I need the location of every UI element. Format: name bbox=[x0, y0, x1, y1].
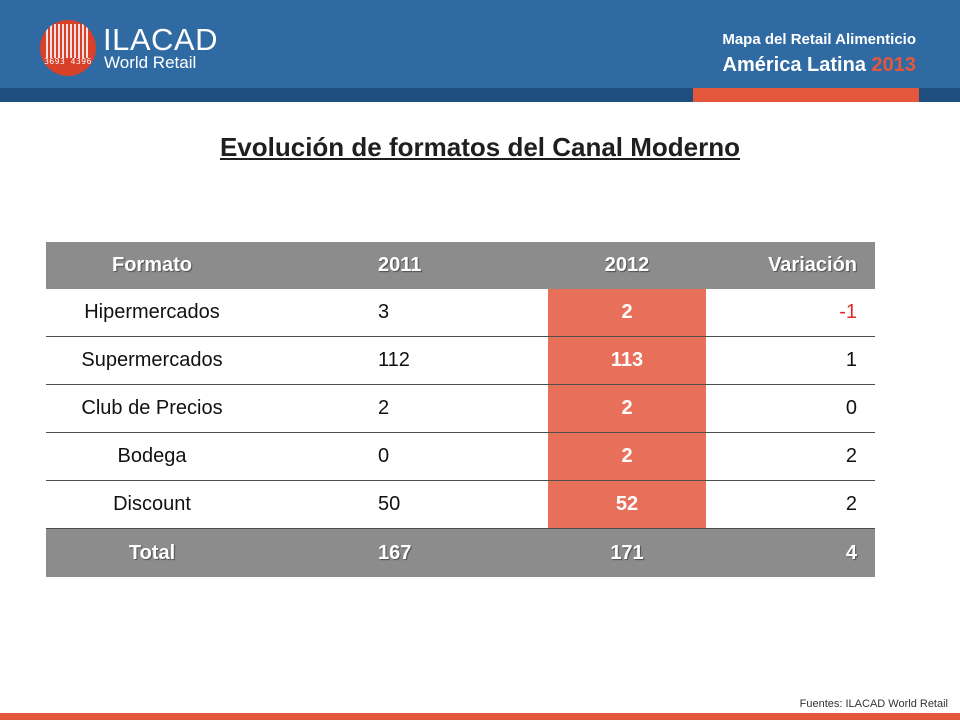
total-2012: 171 bbox=[610, 541, 644, 564]
cell-2012: 2 bbox=[548, 289, 706, 336]
barcode-icon bbox=[46, 24, 90, 58]
table-row: Hipermercados 3 2 -1 bbox=[46, 289, 875, 337]
cell-variacion: 1 bbox=[845, 349, 857, 371]
cell-2012: 2 bbox=[548, 433, 706, 480]
ilacad-logo-icon: 3693 4396 bbox=[40, 20, 96, 76]
logo-code: 3693 4396 bbox=[44, 57, 92, 66]
cell-2012: 52 bbox=[548, 481, 706, 528]
region-label: América Latina bbox=[722, 54, 866, 76]
logo-title: ILACAD bbox=[103, 22, 218, 57]
cell-formato: Club de Precios bbox=[81, 397, 223, 419]
cell-variacion: 2 bbox=[845, 445, 857, 467]
report-region: América Latina 2013 bbox=[723, 54, 916, 77]
cell-formato: Bodega bbox=[117, 445, 187, 467]
cell-2011: 0 bbox=[378, 445, 390, 467]
cell-formato: Discount bbox=[113, 493, 191, 515]
logo-subtitle: World Retail bbox=[104, 53, 197, 72]
header-2012: 2012 bbox=[604, 254, 650, 276]
cell-2011: 112 bbox=[378, 349, 410, 371]
table-row: Supermercados 112 113 1 bbox=[46, 337, 875, 385]
header-variacion: Variación bbox=[768, 254, 857, 276]
cell-2012: 2 bbox=[548, 385, 706, 432]
cell-variacion: 0 bbox=[845, 397, 857, 419]
table-header-row: Formato 2011 2012 Variación bbox=[46, 242, 875, 289]
table-row: Discount 50 52 2 bbox=[46, 481, 875, 529]
total-label: Total bbox=[128, 541, 176, 564]
total-2011: 167 bbox=[378, 541, 412, 564]
cell-2011: 3 bbox=[378, 301, 390, 323]
header-band: 3693 4396 ILACAD World Retail Mapa del R… bbox=[0, 0, 960, 88]
cell-variacion: -1 bbox=[839, 301, 857, 323]
table-row: Club de Precios 2 2 0 bbox=[46, 385, 875, 433]
formats-table: Formato 2011 2012 Variación Hipermercado… bbox=[46, 242, 875, 577]
header-formato: Formato bbox=[112, 254, 192, 276]
cell-formato: Hipermercados bbox=[84, 301, 220, 323]
page-title: Evolución de formatos del Canal Moderno bbox=[219, 132, 741, 162]
header-2011: 2011 bbox=[378, 254, 422, 276]
cell-2011: 2 bbox=[378, 397, 390, 419]
header-accent-bar bbox=[693, 88, 919, 102]
cell-2011: 50 bbox=[378, 493, 401, 515]
cell-formato: Supermercados bbox=[81, 349, 223, 371]
report-title: Mapa del Retail Alimenticio bbox=[722, 31, 916, 48]
cell-2012: 113 bbox=[548, 337, 706, 384]
footer-bar bbox=[0, 713, 960, 720]
total-variacion: 4 bbox=[845, 541, 857, 564]
source-note: Fuentes: ILACAD World Retail bbox=[799, 698, 948, 710]
report-year: 2013 bbox=[871, 54, 917, 76]
table-row: Bodega 0 2 2 bbox=[46, 433, 875, 481]
table-total-row: Total 167 171 4 bbox=[46, 529, 875, 577]
cell-variacion: 2 bbox=[845, 493, 857, 515]
